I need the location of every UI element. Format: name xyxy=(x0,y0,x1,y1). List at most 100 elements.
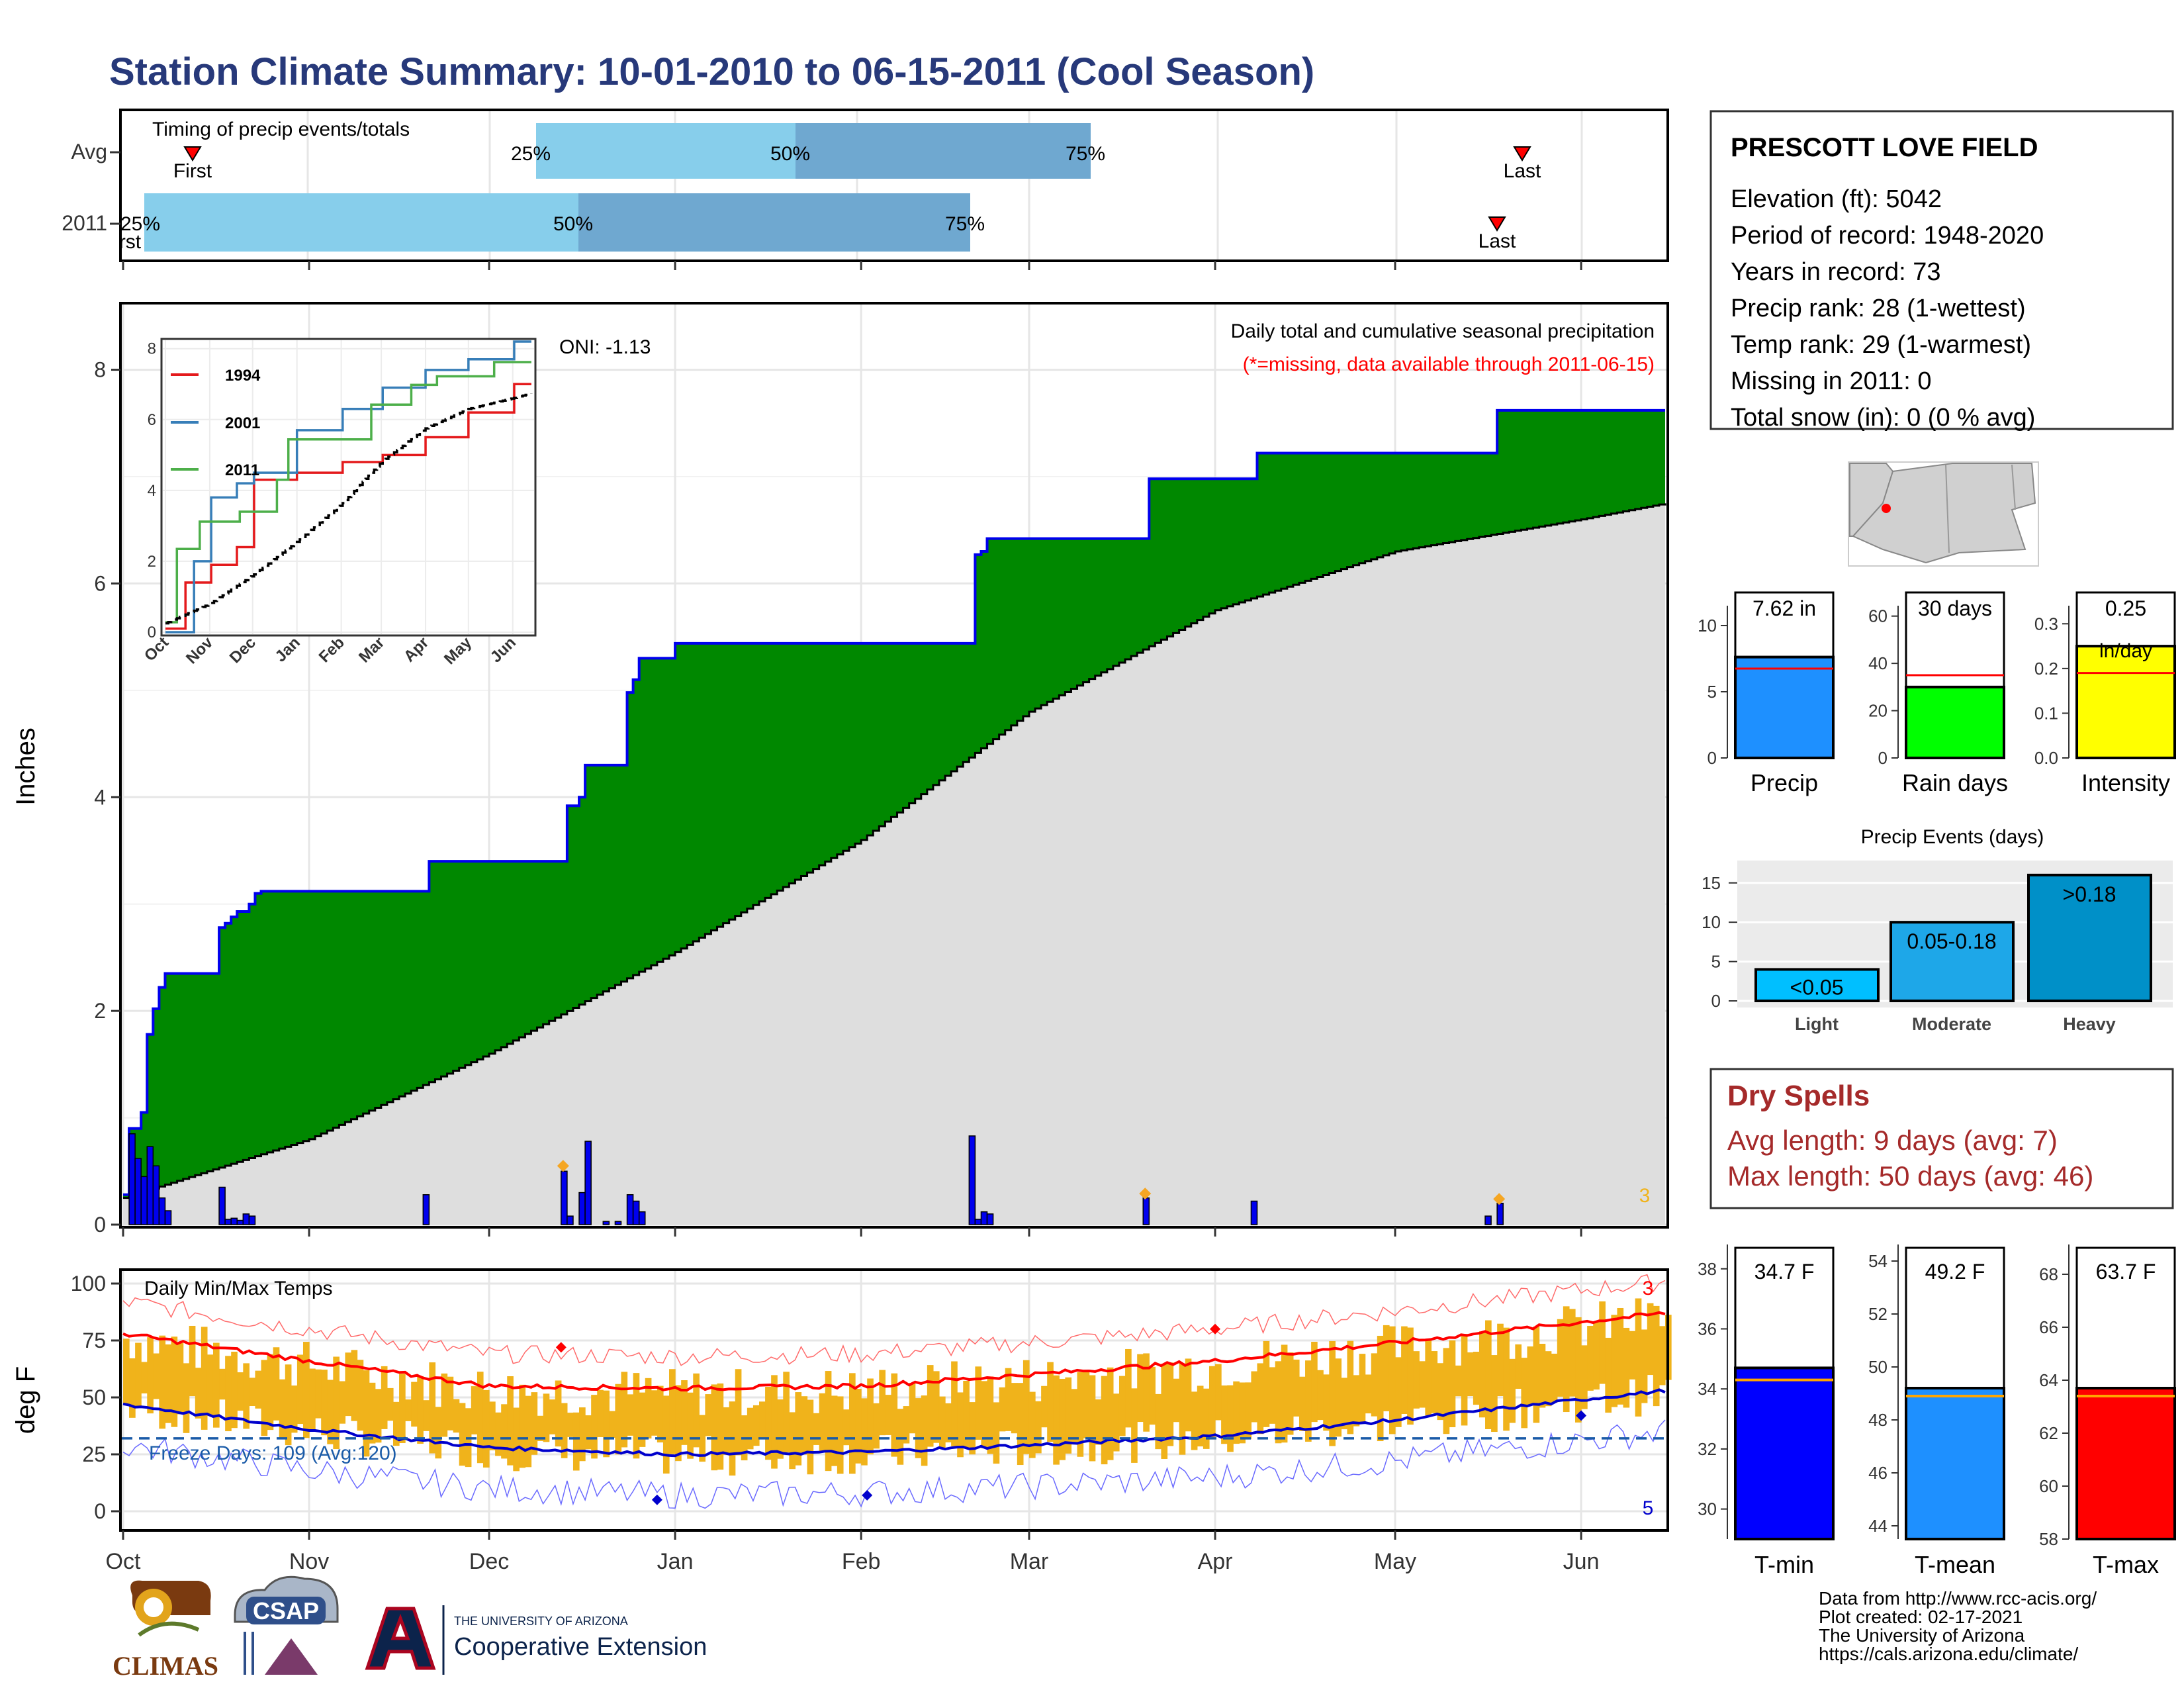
events-bar-label-1: 0.05-0.18 xyxy=(1907,929,1996,953)
summary-value-0: 7.62 in xyxy=(1752,596,1816,620)
daily-temp-bar xyxy=(1527,1346,1534,1405)
y2011-row-label: 2011 xyxy=(62,211,107,235)
summary-tick-label: 40 xyxy=(1868,653,1888,673)
daily-temp-bar xyxy=(957,1392,964,1458)
daily-temp-bar xyxy=(525,1395,532,1468)
daily-temp-bar xyxy=(1221,1385,1228,1444)
temp-record-marker xyxy=(1576,1410,1587,1421)
daily-temp-bar xyxy=(1233,1381,1240,1444)
daily-temp-bar xyxy=(1107,1367,1114,1460)
daily-temp-bar xyxy=(296,1354,304,1425)
daily-temp-bar xyxy=(987,1376,994,1454)
daily-temp-bar xyxy=(231,1351,238,1429)
daily-temp-bar xyxy=(537,1415,544,1441)
average-cumulative-line xyxy=(123,503,1666,1199)
daily-temp-bar xyxy=(471,1386,478,1434)
month-label: May xyxy=(1374,1549,1416,1574)
daily-temp-bar xyxy=(777,1399,784,1459)
summary-tick-label: 0.1 xyxy=(2034,703,2058,723)
daily-temp-bar xyxy=(1473,1352,1480,1405)
temp-summary-tick-label: 38 xyxy=(1698,1259,1717,1279)
precip-y-ticks: 0 2 4 6 8 xyxy=(94,261,1582,1237)
daily-temp-bar xyxy=(1647,1303,1654,1376)
summary-tick-label: 0 xyxy=(1878,748,1888,768)
daily-temp-bar xyxy=(1227,1385,1234,1452)
daily-temp-bar xyxy=(1215,1364,1222,1421)
daily-temp-bar xyxy=(1659,1326,1666,1385)
daily-temp-bar xyxy=(1023,1360,1030,1454)
daily-temp-bar xyxy=(687,1392,694,1459)
avg-last-label: Last xyxy=(1504,160,1541,182)
daily-temp-bar xyxy=(765,1386,772,1460)
daily-temp-bar xyxy=(1485,1320,1492,1430)
daily-temp-bar xyxy=(555,1380,562,1447)
daily-temp-bar xyxy=(513,1407,520,1472)
cumulative-2011-line xyxy=(123,408,1665,1196)
daily-temp-bar xyxy=(789,1412,796,1470)
daily-temp-bar xyxy=(1335,1358,1342,1437)
inset-lines xyxy=(165,340,533,633)
station-line-years: Years in record: 73 xyxy=(1731,258,1941,286)
daily-temp-bar xyxy=(249,1378,256,1407)
daily-temp-bar xyxy=(1028,1391,1036,1458)
temp-y-ticks: 0 25 50 75 100 xyxy=(71,1272,120,1523)
daily-precip-bar xyxy=(218,1186,226,1225)
summary-tick-label: 0.3 xyxy=(2034,614,2058,633)
daily-temp-bar xyxy=(1497,1323,1504,1397)
daily-precip-bar xyxy=(242,1213,250,1225)
ua-a-icon xyxy=(365,1607,436,1670)
map-utah-nm xyxy=(1852,463,2036,564)
daily-temp-bar xyxy=(1341,1378,1348,1430)
daily-temp-bar xyxy=(1053,1375,1060,1465)
daily-temp-bar xyxy=(237,1372,244,1411)
daily-temp-bar xyxy=(1263,1340,1270,1427)
daily-temp-bar xyxy=(752,1405,760,1446)
timing-label: Timing of precip events/totals xyxy=(152,118,410,140)
events-bar-heavy xyxy=(2027,873,2152,1002)
temp-summary-bar-1 xyxy=(1905,1387,2005,1540)
daily-temp-bar xyxy=(1563,1306,1570,1413)
temp-summary-tick-label: 44 xyxy=(1868,1516,1888,1536)
legend-2001: 2001 xyxy=(225,414,260,432)
y2011-q25-label: 25% xyxy=(120,213,160,235)
daily-temp-bar xyxy=(1413,1351,1420,1409)
daily-temp-bar xyxy=(1118,1376,1126,1436)
daily-temp-bar xyxy=(783,1372,790,1453)
events-bar-moderate xyxy=(1889,921,2015,1003)
temp-summary-label-1: T-mean xyxy=(1915,1551,1995,1578)
climas-logo: CLIMAS xyxy=(113,1580,218,1681)
summary-tick-label: 20 xyxy=(1868,701,1888,721)
inset-line-1994 xyxy=(165,383,531,630)
daily-temp-bar xyxy=(435,1407,442,1459)
daily-temp-bar xyxy=(591,1395,598,1459)
daily-temp-bar xyxy=(609,1411,616,1438)
daily-temp-bar xyxy=(885,1395,892,1435)
precip-y-tick-label: 2 xyxy=(94,999,106,1023)
daily-temp-bar xyxy=(909,1383,916,1434)
daily-precip-bar xyxy=(584,1141,592,1225)
daily-temp-bar xyxy=(1251,1371,1258,1423)
daily-temp-bar xyxy=(1443,1348,1450,1434)
inset-y-tick-label: 4 xyxy=(148,482,156,500)
daily-temp-bar xyxy=(1388,1326,1396,1434)
temp-y-tick-label: 50 xyxy=(82,1385,106,1409)
daily-temp-bar xyxy=(993,1402,1000,1464)
y2011-q75-label: 75% xyxy=(945,213,985,235)
station-location-dot xyxy=(1882,504,1891,513)
daily-temp-bar xyxy=(267,1354,274,1430)
daily-temp-bar xyxy=(375,1389,382,1443)
daily-temp-bar xyxy=(831,1395,838,1466)
daily-temp-bar xyxy=(339,1381,346,1424)
temp-summary-tick-label: 52 xyxy=(1868,1304,1888,1324)
temp-count-top: 3 xyxy=(1643,1278,1654,1299)
daily-temp-bar xyxy=(1281,1344,1288,1443)
daily-temp-bar xyxy=(531,1392,538,1455)
average-max-line xyxy=(122,1311,1666,1392)
daily-temp-bar xyxy=(999,1387,1006,1432)
ua-small-text: THE UNIVERSITY OF ARIZONA xyxy=(454,1615,628,1628)
daily-temp-bar xyxy=(1395,1357,1402,1427)
daily-temp-bar xyxy=(392,1401,400,1446)
summary-value-2: 0.25 xyxy=(2105,596,2146,620)
daily-temp-bar xyxy=(1347,1340,1354,1434)
inset-y-tick-label: 6 xyxy=(148,411,156,429)
